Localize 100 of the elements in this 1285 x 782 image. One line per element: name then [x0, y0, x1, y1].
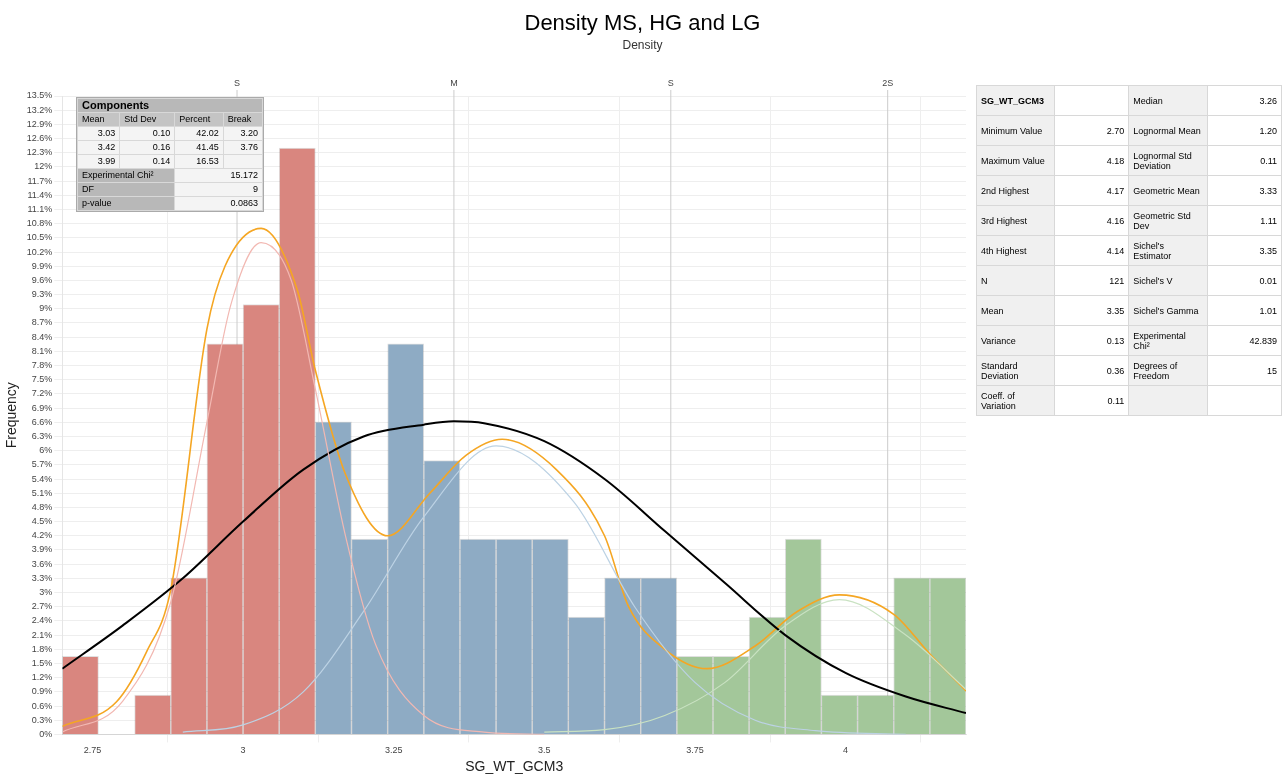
y-tick-label: 6.9%: [31, 402, 53, 413]
ref-line-label: S: [667, 77, 674, 88]
y-tick-label: 13.2%: [26, 104, 53, 115]
annotation: 9: [174, 182, 263, 197]
text: 0.13: [1106, 335, 1125, 346]
category-label: Standard Deviation: [976, 355, 1055, 386]
text: 4.16: [1106, 215, 1125, 226]
y-tick-label: 7.8%: [31, 360, 53, 371]
y-tick-label: 13.5%: [26, 90, 53, 101]
annotation: DF: [77, 182, 175, 197]
category-label: Geometric Std Dev: [1128, 205, 1208, 236]
ref-line-label: S: [234, 77, 241, 88]
text: 1.11: [1260, 215, 1277, 226]
category-label: Mean: [77, 112, 120, 127]
y-tick-label: 4.8%: [31, 501, 53, 512]
text: 15: [1266, 365, 1277, 376]
text: 4.14: [1106, 245, 1125, 256]
text: 3.26: [1259, 95, 1277, 106]
y-tick-label: 12%: [34, 161, 53, 172]
y-tick-label: 5.7%: [31, 459, 53, 470]
annotation: 0.0863: [174, 196, 263, 211]
y-tick-label: 0.6%: [31, 700, 53, 711]
y-tick-label: 3%: [39, 587, 53, 598]
y-tick-label: 12.6%: [26, 133, 53, 144]
text: 4.17: [1106, 185, 1125, 196]
text: 1.01: [1259, 305, 1277, 316]
annotation: 15.172: [174, 168, 263, 183]
category-label: 4th Highest: [976, 235, 1055, 266]
y-tick-label: 11.1%: [27, 203, 53, 214]
y-tick-label: 1.2%: [31, 672, 53, 683]
category-label: Break: [223, 112, 263, 127]
ref-line-label: M: [450, 77, 458, 88]
chart-subtitle: Density: [621, 38, 664, 52]
y-tick-label: 9.3%: [31, 289, 53, 300]
text: 3.03: [97, 128, 116, 138]
x-tick-label: 3.5: [538, 745, 551, 756]
y-tick-label: 12.3%: [26, 147, 53, 158]
text: 42.839: [1249, 335, 1277, 346]
y-tick-label: 7.5%: [31, 374, 53, 385]
ref-line-label: 2S: [882, 77, 894, 88]
y-tick-label: 6%: [39, 445, 53, 456]
y-tick-label: 10.2%: [26, 246, 53, 257]
y-tick-label: 6.3%: [31, 430, 53, 441]
y-tick-label: 3.3%: [31, 572, 53, 583]
x-tick-label: 3: [240, 745, 246, 756]
category-label: Lognormal Mean: [1128, 115, 1208, 146]
y-tick-label: 9.9%: [31, 260, 53, 271]
text: 2.70: [1106, 125, 1125, 136]
x-tick-label: 3.75: [686, 745, 704, 756]
x-tick-label: 2.75: [83, 745, 102, 756]
y-tick-label: 3.9%: [31, 544, 53, 555]
category-label: Geometric Mean: [1128, 175, 1208, 206]
y-tick-label: 0.9%: [31, 686, 53, 697]
y-tick-label: 7.2%: [31, 388, 53, 399]
text: 0.16: [152, 142, 171, 152]
text: 0.14: [152, 156, 171, 166]
y-tick-label: 8.4%: [31, 331, 53, 342]
category-label: Minimum Value: [976, 115, 1055, 146]
category-label: Median: [1128, 85, 1208, 116]
text: 0.11: [1260, 155, 1277, 166]
text: 3.33: [1259, 185, 1277, 196]
y-tick-label: 10.5%: [26, 232, 53, 243]
text: 3.99: [97, 156, 116, 166]
y-tick-label: 8.1%: [31, 345, 53, 356]
text: 0.10: [152, 128, 171, 138]
y-tick-label: 2.4%: [31, 615, 53, 626]
text: 0.11: [1107, 395, 1125, 406]
y-tick-label: 4.2%: [31, 530, 53, 541]
y-tick-label: 9%: [39, 303, 53, 314]
category-label: Lognormal Std Deviation: [1128, 145, 1208, 176]
text: 0.01: [1259, 275, 1277, 286]
category-label: 2nd Highest: [976, 175, 1055, 206]
y-tick-label: 11.4%: [27, 189, 53, 200]
text: Components: [77, 98, 263, 113]
annotation: p-value: [77, 196, 175, 211]
category-label: Coeff. of Variation: [976, 385, 1055, 416]
y-tick-label: 3.6%: [31, 558, 53, 569]
category-label: N: [976, 265, 1055, 296]
category-label: Sichel's Gamma: [1128, 295, 1208, 326]
text: SG_WT_GCM3: [976, 85, 1055, 116]
y-tick-label: 10.8%: [26, 218, 53, 229]
text: 121: [1109, 275, 1125, 286]
y-tick-label: 12.9%: [26, 118, 53, 129]
y-tick-label: 5.1%: [31, 487, 53, 498]
text: 16.53: [196, 156, 219, 166]
text: 42.02: [196, 128, 219, 138]
text: 3.35: [1259, 245, 1277, 256]
text: 3.42: [97, 142, 116, 152]
y-tick-label: 1.8%: [31, 643, 53, 654]
x-tick-label: 3.25: [384, 745, 403, 756]
category-label: Sichel's V: [1128, 265, 1208, 296]
category-label: 3rd Highest: [976, 205, 1055, 236]
category-label: Percent: [174, 112, 224, 127]
category-label: Mean: [976, 295, 1055, 326]
text: 41.45: [196, 142, 219, 152]
y-axis-title: Frequency: [3, 382, 20, 449]
y-tick-label: 9.6%: [31, 274, 53, 285]
category-label: Sichel's Estimator: [1128, 235, 1208, 266]
y-tick-label: 11.7%: [27, 175, 53, 186]
line-series: [543, 599, 966, 733]
